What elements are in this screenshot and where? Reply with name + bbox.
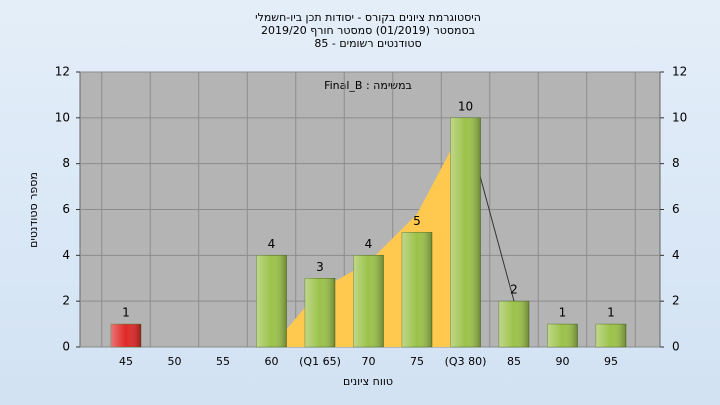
x-tick-label: (Q1 65) xyxy=(299,355,341,368)
x-tick-label: 75 xyxy=(410,355,424,368)
value-label: 4 xyxy=(365,237,373,251)
x-tick-label: 70 xyxy=(362,355,376,368)
title-line: סטודנטים רשומים - 85 xyxy=(314,37,421,50)
y-tick-label: 8 xyxy=(62,156,70,170)
bar-shade xyxy=(499,301,529,347)
x-tick-label: 55 xyxy=(216,355,230,368)
x-tick-label: 50 xyxy=(168,355,182,368)
bar-shade xyxy=(256,255,287,347)
bar-shade xyxy=(596,324,626,347)
annotation: במשימה : Final_B xyxy=(324,79,412,92)
y-tick-label: 4 xyxy=(62,248,70,262)
x-tick-label: 85 xyxy=(507,355,521,368)
title-line: היסטוגרמת ציונים בקורס - יסודות תכן ביו-… xyxy=(255,11,481,24)
y-tick-label: 10 xyxy=(55,110,70,124)
value-label: 4 xyxy=(268,237,276,251)
value-label: 10 xyxy=(458,99,473,113)
title-line: בסמסטר (01/2019) סמסטר חורף 2019/20 xyxy=(261,24,475,37)
value-label: 3 xyxy=(316,260,324,274)
y2-tick-label: 0 xyxy=(672,340,680,354)
bar-shade xyxy=(402,232,432,347)
value-label: 5 xyxy=(413,214,421,228)
x-tick-label: 90 xyxy=(556,355,570,368)
x-axis-label: טווח ציונים xyxy=(343,375,393,388)
x-tick-label: (Q3 80) xyxy=(445,355,487,368)
bar-shade xyxy=(111,324,141,347)
y-tick-label: 6 xyxy=(62,202,70,216)
y2-tick-label: 10 xyxy=(672,110,687,124)
y-tick-label: 0 xyxy=(62,340,70,354)
value-label: 1 xyxy=(607,306,615,320)
value-label: 1 xyxy=(122,306,130,320)
y-tick-label: 12 xyxy=(55,65,70,79)
y-tick-label: 2 xyxy=(62,294,70,308)
bar-shade xyxy=(547,324,578,347)
bar-shade xyxy=(450,117,481,347)
x-tick-label: 60 xyxy=(265,355,279,368)
y-axis-label: מספר סטודנטים xyxy=(27,172,40,248)
value-label: 1 xyxy=(559,306,567,320)
y2-tick-label: 8 xyxy=(672,156,680,170)
value-label: 2 xyxy=(510,283,518,297)
bar-shade xyxy=(305,278,335,347)
bar-shade xyxy=(353,255,384,347)
x-tick-label: 45 xyxy=(119,355,133,368)
y2-tick-label: 4 xyxy=(672,248,680,262)
x-tick-label: 95 xyxy=(604,355,618,368)
y2-tick-label: 2 xyxy=(672,294,680,308)
y2-tick-label: 12 xyxy=(672,65,687,79)
y2-tick-label: 6 xyxy=(672,202,680,216)
